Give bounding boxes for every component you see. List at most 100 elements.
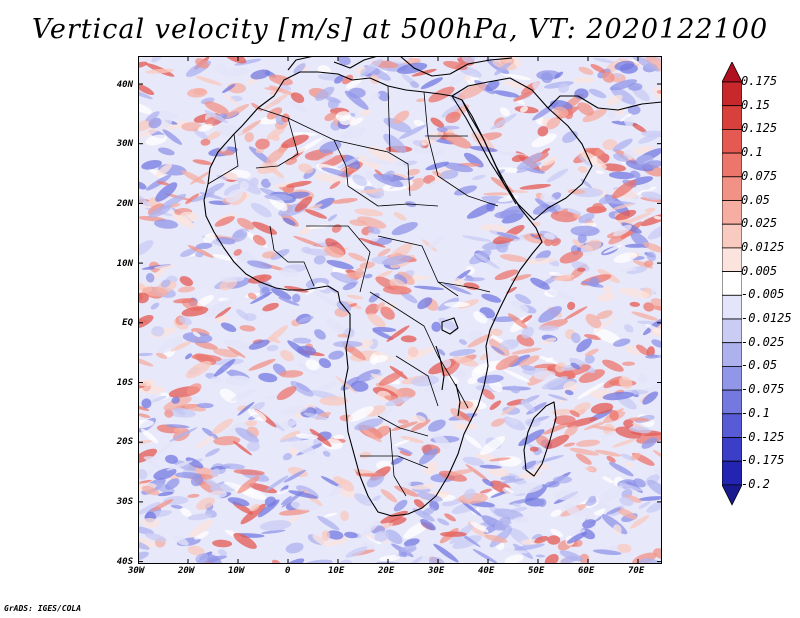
colorbar-box [722, 105, 742, 130]
velocity-streak [492, 454, 501, 459]
velocity-streak [191, 354, 222, 362]
velocity-streak [647, 223, 662, 240]
velocity-streak [491, 418, 505, 427]
velocity-streak [221, 463, 246, 470]
velocity-streak [642, 391, 659, 405]
colorbar-box [722, 365, 742, 391]
velocity-streak [546, 290, 577, 301]
velocity-streak [171, 396, 180, 404]
velocity-streak [533, 370, 556, 380]
velocity-streak [441, 360, 460, 377]
velocity-streak [346, 272, 362, 279]
velocity-streak [153, 264, 176, 269]
velocity-streak [572, 239, 585, 249]
velocity-streak [187, 493, 200, 498]
velocity-streak [432, 148, 445, 157]
velocity-streak [641, 191, 662, 201]
colorbar-box [722, 342, 742, 367]
velocity-streak [279, 83, 292, 91]
velocity-streak [420, 77, 444, 90]
velocity-streak [141, 485, 160, 496]
velocity-streak [210, 468, 220, 477]
velocity-streak [374, 530, 389, 542]
velocity-streak [170, 504, 184, 509]
velocity-streak [360, 520, 381, 537]
velocity-streak [181, 306, 209, 317]
velocity-streak [313, 153, 337, 166]
colorbar-label: 0.15 [741, 97, 770, 112]
velocity-streak [153, 467, 177, 480]
velocity-streak [290, 500, 320, 511]
velocity-streak [411, 484, 436, 490]
velocity-streak [157, 336, 183, 354]
colorbar-box [722, 129, 742, 154]
velocity-streak [271, 134, 280, 142]
velocity-streak [602, 71, 615, 83]
velocity-streak [314, 329, 326, 340]
velocity-streak [428, 419, 446, 432]
velocity-streak [525, 484, 548, 502]
velocity-streak [140, 428, 159, 444]
velocity-streak [588, 88, 607, 99]
velocity-streak [213, 359, 236, 377]
velocity-streak [579, 150, 607, 169]
velocity-streak [593, 57, 615, 64]
colorbar-label: -0.005 [741, 287, 785, 302]
map-panel[interactable] [138, 56, 662, 564]
velocity-streak [277, 489, 288, 495]
velocity-streak [453, 185, 478, 196]
velocity-streak [138, 379, 157, 387]
velocity-streak [291, 132, 318, 136]
velocity-streak [215, 63, 227, 74]
velocity-streak [485, 80, 500, 92]
velocity-streak [596, 310, 613, 320]
velocity-streak [472, 549, 498, 564]
velocity-streak [520, 106, 528, 113]
velocity-streak [411, 419, 431, 432]
axis-ticks [138, 56, 662, 564]
velocity-streak [413, 499, 425, 509]
velocity-streak [457, 400, 474, 410]
colorbar-box [722, 176, 742, 201]
velocity-streak [203, 232, 216, 244]
velocity-streak [152, 439, 177, 459]
velocity-streak [617, 543, 632, 553]
velocity-streak [424, 235, 445, 252]
velocity-streak [155, 163, 173, 178]
velocity-streak [583, 421, 607, 431]
velocity-streak [195, 251, 204, 258]
velocity-streak [483, 192, 510, 196]
velocity-streak [156, 181, 170, 186]
vertical-velocity-field [138, 56, 662, 564]
velocity-streak [531, 133, 557, 148]
velocity-streak [471, 131, 496, 153]
velocity-streak [278, 420, 297, 429]
velocity-streak [631, 452, 641, 460]
velocity-streak [389, 56, 410, 64]
velocity-streak [287, 515, 301, 524]
lat-label-10n: 10N [116, 259, 133, 269]
velocity-streak [638, 501, 651, 509]
velocity-streak [499, 339, 519, 350]
velocity-streak [194, 531, 209, 540]
velocity-streak [138, 469, 148, 480]
velocity-streak [648, 305, 662, 312]
velocity-streak [574, 88, 589, 100]
velocity-streak [355, 369, 381, 383]
velocity-streak [496, 169, 506, 175]
velocity-streak [366, 473, 385, 488]
velocity-streak [297, 316, 314, 323]
velocity-streak [378, 371, 404, 386]
velocity-streak [541, 72, 553, 84]
page-title: Vertical velocity [m/s] at 500hPa, VT: 2… [31, 14, 769, 45]
velocity-streak [204, 298, 233, 318]
velocity-streak [197, 294, 214, 307]
velocity-streak [271, 288, 292, 300]
velocity-streak [367, 313, 386, 328]
velocity-streak [314, 173, 345, 184]
velocity-streak [484, 534, 508, 543]
velocity-streak [377, 248, 391, 257]
velocity-streak [619, 268, 638, 272]
velocity-streak [223, 183, 242, 196]
velocity-streak [144, 532, 167, 542]
